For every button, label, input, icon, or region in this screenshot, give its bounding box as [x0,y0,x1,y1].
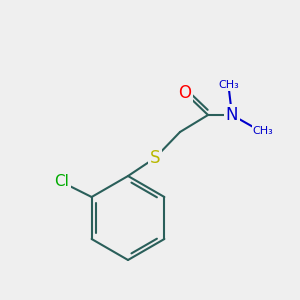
Text: S: S [150,149,160,167]
Text: O: O [178,84,191,102]
Text: CH₃: CH₃ [219,80,239,90]
Text: N: N [226,106,238,124]
Text: CH₃: CH₃ [253,126,273,136]
Text: Cl: Cl [54,175,69,190]
